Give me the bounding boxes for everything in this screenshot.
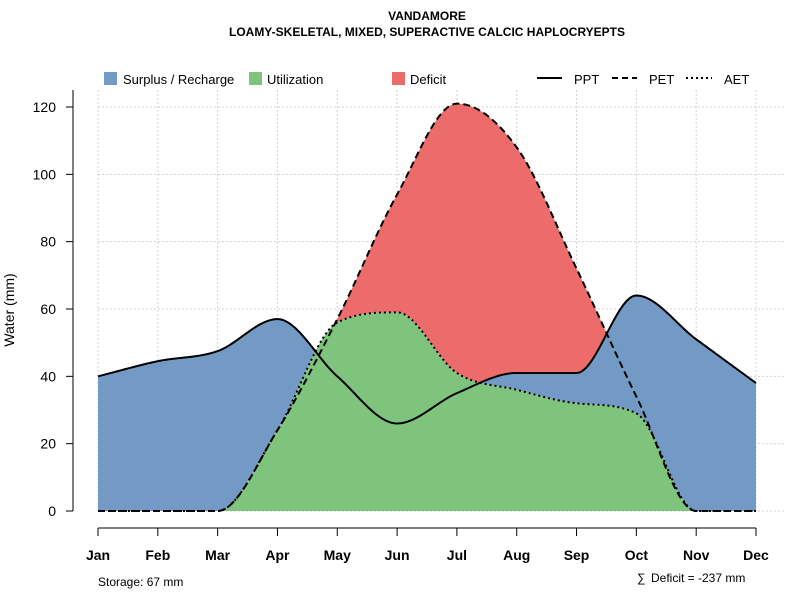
y-tick-label: 100 bbox=[33, 166, 57, 182]
x-tick-label: Nov bbox=[683, 547, 710, 563]
y-tick-label: 0 bbox=[48, 503, 56, 519]
axes: 0 20 40 60 80 100 120 Jan Feb Mar Apr May Jun Jul Aug S… bbox=[33, 90, 769, 563]
legend: Surplus / Recharge Utilization Deficit P… bbox=[104, 72, 749, 87]
deficit-total-label: Deficit = -237 mm bbox=[651, 571, 745, 585]
x-tick-label: Dec bbox=[743, 547, 769, 563]
legend-label-aet: AET bbox=[724, 72, 749, 87]
ppt-line bbox=[97, 294, 757, 425]
y-tick-label: 20 bbox=[40, 436, 56, 452]
y-tick-label: 120 bbox=[33, 99, 57, 115]
legend-label-pet: PET bbox=[649, 72, 674, 87]
chart-title: VANDAMORE bbox=[388, 9, 466, 23]
legend-label-utilization: Utilization bbox=[267, 72, 323, 87]
x-tick-label: Mar bbox=[205, 547, 230, 563]
legend-label-ppt: PPT bbox=[574, 72, 599, 87]
area-fills bbox=[98, 103, 756, 511]
x-tick-label: May bbox=[324, 547, 351, 563]
x-tick-label: Apr bbox=[265, 547, 290, 563]
x-tick-label: Oct bbox=[625, 547, 649, 563]
x-tick-label: Sep bbox=[564, 547, 590, 563]
x-tick-label: Jan bbox=[86, 547, 110, 563]
sum-symbol: ∑ bbox=[637, 571, 646, 585]
legend-label-deficit: Deficit bbox=[410, 72, 447, 87]
y-tick-label: 60 bbox=[40, 301, 56, 317]
surplus-area bbox=[98, 295, 756, 511]
x-tick-label: Jul bbox=[447, 547, 467, 563]
x-tick-label: Aug bbox=[503, 547, 530, 563]
y-tick-label: 80 bbox=[40, 234, 56, 250]
legend-swatch-utilization bbox=[249, 72, 262, 85]
series-lines bbox=[97, 102, 757, 512]
legend-swatch-deficit bbox=[392, 72, 405, 85]
legend-swatch-surplus bbox=[104, 72, 117, 85]
y-axis-label: Water (mm) bbox=[1, 273, 17, 346]
legend-label-surplus: Surplus / Recharge bbox=[123, 72, 234, 87]
pet-line bbox=[98, 102, 756, 512]
x-tick-label: Jun bbox=[385, 547, 410, 563]
storage-label: Storage: 67 mm bbox=[98, 575, 183, 589]
x-tick-label: Feb bbox=[145, 547, 170, 563]
y-tick-label: 40 bbox=[40, 368, 56, 384]
chart-subtitle: LOAMY-SKELETAL, MIXED, SUPERACTIVE CALCI… bbox=[229, 25, 625, 39]
deficit-area bbox=[98, 103, 756, 511]
